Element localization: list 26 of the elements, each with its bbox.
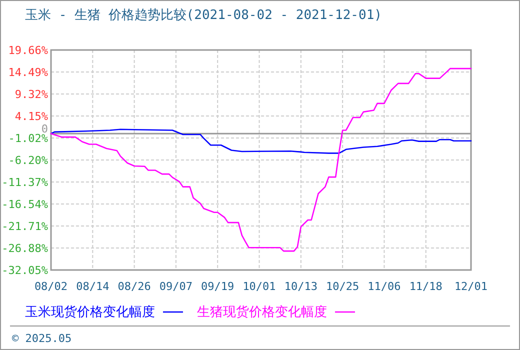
x-tick-label: 09/19 xyxy=(201,280,234,293)
y-tick-label: -1.02% xyxy=(8,132,48,145)
x-tick-label: 09/07 xyxy=(159,280,193,293)
y-tick-label: 19.66% xyxy=(8,44,48,57)
x-tick-label: 11/18 xyxy=(409,280,442,293)
y-tick-label: 4.15% xyxy=(14,110,48,123)
legend-label: 生猪现货价格变化幅度 xyxy=(197,304,327,320)
y-tick-label: -11.37% xyxy=(2,176,48,190)
y-tick-label: 9.32% xyxy=(14,88,48,101)
legend-label: 玉米现货价格变化幅度 xyxy=(25,304,155,320)
y-tick-label: 14.49% xyxy=(8,66,48,79)
y-tick-label: -26.88% xyxy=(2,242,48,256)
x-tick-label: 10/25 xyxy=(326,280,360,293)
y-tick-label: -16.54% xyxy=(2,198,48,212)
x-tick-label: 08/02 xyxy=(34,280,68,293)
x-tick-label: 08/26 xyxy=(118,280,151,293)
y-tick-label: -32.05% xyxy=(2,264,48,277)
text: © 2025.05 xyxy=(12,332,72,345)
x-tick-label: 08/14 xyxy=(76,280,110,293)
x-tick-label: 10/13 xyxy=(284,280,318,293)
chart-title: 玉米 - 生猪 价格趋势比较(2021-08-02 - 2021-12-01) xyxy=(25,8,382,23)
x-tick-label: 10/01 xyxy=(242,280,276,293)
y-tick-label: -6.20% xyxy=(8,154,48,168)
x-tick-label: 11/06 xyxy=(368,280,401,293)
y-tick-label: -21.71% xyxy=(2,220,48,234)
x-tick-label: 12/01 xyxy=(454,280,488,293)
